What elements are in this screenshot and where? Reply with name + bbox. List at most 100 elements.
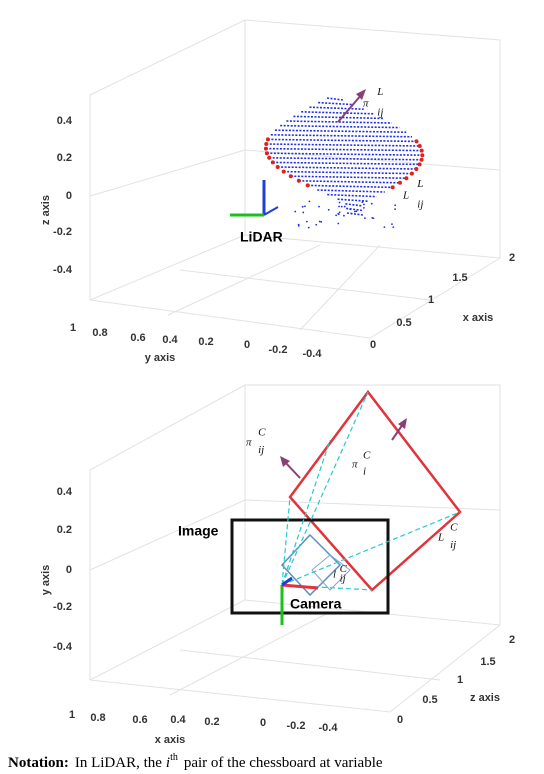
axis-label: x axis: [155, 734, 186, 746]
edge-point: [265, 137, 270, 142]
tick-label: 0.2: [57, 524, 72, 536]
edge-point: [419, 157, 424, 162]
tick-label: 0: [66, 190, 72, 202]
tick-label: -0.4: [319, 722, 339, 734]
scatter-point: [340, 205, 343, 208]
top-grid: [89, 19, 501, 339]
scatter-point: [320, 220, 323, 223]
scatter-point: [338, 205, 340, 208]
math-sub: ij: [340, 573, 346, 585]
tick-label: 1: [428, 294, 434, 306]
math-base: l: [333, 569, 336, 581]
sensor-label: LiDAR: [240, 229, 283, 245]
tick-label: 1.5: [480, 656, 495, 668]
scatter-point: [370, 202, 373, 205]
bottom-grid: [89, 384, 501, 713]
scan-line: [272, 161, 420, 166]
scatter-point: [392, 226, 395, 229]
scan-line: [277, 166, 417, 170]
math-base: π: [352, 459, 358, 471]
scatter-point: [338, 201, 341, 204]
scan-line: [309, 106, 364, 110]
scan-line: [293, 115, 383, 120]
tick-label: -0.2: [53, 226, 72, 238]
tick-label: 0: [260, 717, 266, 729]
edge-point: [264, 142, 269, 146]
tick-label: 0.5: [396, 317, 411, 329]
edge-point: [296, 178, 301, 183]
axis-label: x axis: [463, 312, 494, 324]
tick-label: 1: [69, 709, 75, 721]
scatter-point: [318, 220, 321, 223]
tick-label: 0: [244, 339, 250, 351]
math-sup: L: [416, 178, 423, 190]
tick-label: 0.4: [57, 486, 73, 498]
tick-label: 0.2: [198, 336, 213, 348]
math-base: L: [437, 532, 444, 544]
tick-label: -0.4: [53, 641, 73, 653]
tick-label: 0: [397, 714, 403, 726]
scatter-point: [327, 208, 330, 211]
scan-line: [290, 175, 407, 179]
edge-point: [397, 180, 402, 185]
scatter-point: [305, 220, 308, 223]
math-sup: C: [258, 427, 266, 439]
edge-point: [417, 162, 422, 167]
edge-point: [288, 174, 293, 179]
scan-line: [280, 124, 400, 129]
scatter-point: [294, 210, 297, 213]
scatter-point: [337, 212, 340, 215]
tick-label: 1.5: [452, 272, 467, 284]
tick-label: 1: [70, 322, 76, 334]
tick-label: 0: [66, 564, 72, 576]
caption-part: In LiDAR, the: [75, 755, 162, 771]
edge-point: [414, 167, 419, 171]
scatter-point: [361, 201, 364, 204]
caption-part: th: [170, 752, 178, 763]
math-sub: i: [363, 466, 366, 478]
math-base: L: [402, 190, 409, 202]
scatter-point: [301, 205, 304, 208]
tick-label: 0.2: [57, 152, 72, 164]
scan-line: [266, 152, 423, 156]
scatter-point: [302, 211, 305, 214]
tick-label: 2: [509, 252, 515, 264]
scan-line: [298, 180, 400, 184]
scatter-point: [318, 205, 320, 208]
tick-label: -0.4: [303, 348, 323, 360]
scan-line: [346, 212, 364, 216]
axis-label: z axis: [40, 195, 52, 225]
scatter-point: [394, 204, 397, 207]
scatter-point: [363, 203, 365, 206]
math-sup: C: [340, 563, 348, 575]
edge-point: [404, 176, 409, 181]
tick-label: 0.8: [92, 327, 107, 339]
tick-label: 0.6: [130, 332, 145, 344]
scan-line: [345, 203, 362, 207]
scatter-point: [353, 210, 356, 213]
tick-label: -0.2: [269, 344, 288, 356]
camera-scene: [230, 389, 462, 625]
scatter-point: [394, 208, 396, 210]
scatter-point: [308, 200, 311, 203]
scatter-point: [304, 205, 306, 208]
scan-line: [346, 207, 363, 212]
edge-point: [263, 146, 268, 151]
edge-point: [417, 144, 422, 148]
math-sup: C: [450, 522, 458, 534]
scatter-point: [350, 212, 353, 215]
scan-line: [267, 138, 417, 143]
edge-point: [275, 165, 280, 169]
scan-line: [337, 198, 368, 202]
tick-label: 2: [509, 634, 515, 646]
tick-label: -0.4: [53, 264, 73, 276]
scatter-point: [335, 214, 338, 217]
math-sup: L: [376, 86, 383, 98]
scan-line: [301, 111, 374, 115]
scan-line: [269, 157, 422, 161]
scatter-point: [297, 225, 300, 227]
lidar-frame: [230, 89, 366, 217]
scan-line: [307, 184, 393, 189]
edge-point: [409, 171, 414, 176]
